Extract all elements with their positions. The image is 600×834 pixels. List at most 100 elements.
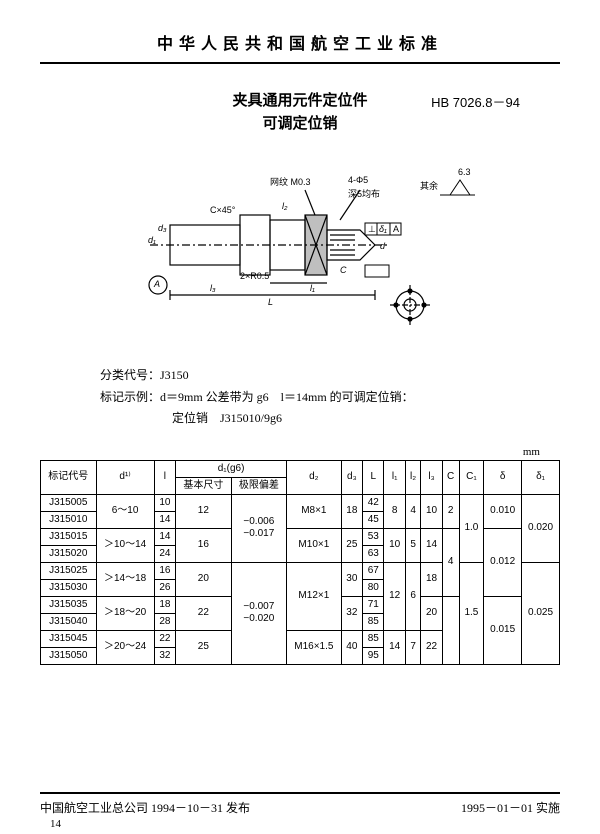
label-perp: ⊥ bbox=[368, 224, 376, 235]
cell: 5 bbox=[405, 528, 420, 562]
cell: J315005 bbox=[41, 494, 97, 511]
label-datum-a: A bbox=[154, 279, 160, 289]
cell: J315010 bbox=[41, 511, 97, 528]
cell: 24 bbox=[154, 545, 175, 562]
cell: 1.0 bbox=[459, 494, 484, 562]
cell: 16 bbox=[154, 562, 175, 579]
th-l3: l₃ bbox=[421, 460, 442, 494]
th-d3: d₃ bbox=[341, 460, 362, 494]
cell: 10 bbox=[421, 494, 442, 528]
cell: M12×1 bbox=[287, 562, 342, 630]
meta-block: 分类代号：J3150 标记示例：d＝9mm 公差带为 g6 l＝14mm 的可调… bbox=[100, 365, 560, 430]
label-d3: d₃ bbox=[158, 223, 167, 233]
th-l1: l₁ bbox=[384, 460, 405, 494]
cell: 7 bbox=[405, 630, 420, 664]
cell: 85 bbox=[363, 630, 384, 647]
cell: 0.012 bbox=[484, 528, 522, 596]
example-line: 标记示例：d＝9mm 公差带为 g6 l＝14mm 的可调定位销： bbox=[100, 387, 560, 409]
cell: 30 bbox=[341, 562, 362, 596]
label-l3: l₃ bbox=[210, 283, 216, 293]
cell: 4 bbox=[405, 494, 420, 528]
cell: 8 bbox=[384, 494, 405, 528]
cell: J315045 bbox=[41, 630, 97, 647]
cell: 18 bbox=[421, 562, 442, 596]
cell: 14 bbox=[154, 528, 175, 545]
label-box-a: A bbox=[393, 224, 399, 234]
cell: 53 bbox=[363, 528, 384, 545]
label-depth: 深5均布 bbox=[348, 187, 380, 200]
cell: 16 bbox=[176, 528, 232, 562]
cell: 10 bbox=[384, 528, 405, 562]
doc-code: HB 7026.8－94 bbox=[431, 92, 520, 111]
label-d: d bbox=[380, 241, 385, 251]
cell: J315035 bbox=[41, 596, 97, 613]
th-mark: 标记代号 bbox=[41, 460, 97, 494]
cell: 4 bbox=[442, 528, 459, 596]
cell: 71 bbox=[363, 596, 384, 613]
cell: 0.010 bbox=[484, 494, 522, 528]
cell: 20 bbox=[176, 562, 232, 596]
cell: J315050 bbox=[41, 647, 97, 664]
th-d2: d₂ bbox=[287, 460, 342, 494]
cell: J315025 bbox=[41, 562, 97, 579]
label-holes: 4-Φ5 bbox=[348, 175, 368, 185]
doc-title: 夹具通用元件定位件 可调定位销 bbox=[232, 90, 367, 135]
cell: 14 bbox=[154, 511, 175, 528]
cell: 25 bbox=[341, 528, 362, 562]
class-code-label: 分类代号： bbox=[100, 368, 160, 382]
cell: 25 bbox=[176, 630, 232, 664]
th-C: C bbox=[442, 460, 459, 494]
label-knurl: 网纹 M0.3 bbox=[270, 175, 311, 188]
th-d1: d₁(g6) bbox=[176, 460, 287, 477]
example-text1: d＝9mm 公差带为 g6 l＝14mm 的可调定位销： bbox=[160, 390, 414, 404]
footer-publisher: 中国航空工业总公司 1994－10－31 发布 bbox=[40, 799, 250, 816]
cell: 1.5 bbox=[459, 562, 484, 664]
label-l1: l₁ bbox=[310, 283, 315, 293]
cell: 45 bbox=[363, 511, 384, 528]
cell: 28 bbox=[154, 613, 175, 630]
cell: M8×1 bbox=[287, 494, 342, 528]
cell: −0.006 −0.017 bbox=[231, 494, 287, 562]
cell: 2 bbox=[442, 494, 459, 528]
th-delta1: δ₁ bbox=[522, 460, 560, 494]
cell: 0.025 bbox=[522, 562, 560, 664]
cell: 6 bbox=[405, 562, 420, 630]
table-header-row: 标记代号 d¹⁾ l d₁(g6) d₂ d₃ L l₁ l₂ l₃ C C₁ … bbox=[41, 460, 560, 477]
doc-title-line2: 可调定位销 bbox=[262, 116, 337, 132]
example-line2: 定位销 J315010/9g6 bbox=[172, 408, 560, 430]
cell: J315020 bbox=[41, 545, 97, 562]
cell: 22 bbox=[176, 596, 232, 630]
cell: 32 bbox=[154, 647, 175, 664]
cell: M16×1.5 bbox=[287, 630, 342, 664]
cell: 18 bbox=[341, 494, 362, 528]
unit-label: mm bbox=[40, 446, 540, 458]
doc-title-line1: 夹具通用元件定位件 bbox=[232, 93, 367, 109]
label-chamfer: C×45° bbox=[210, 205, 235, 215]
page-number: 14 bbox=[50, 818, 61, 830]
cell: 63 bbox=[363, 545, 384, 562]
class-code-value: J3150 bbox=[160, 368, 189, 382]
cell: ＞18～20 bbox=[96, 596, 154, 630]
cell: 40 bbox=[341, 630, 362, 664]
cell: 85 bbox=[363, 613, 384, 630]
label-l2: l₂ bbox=[282, 201, 287, 211]
footer-row: 中国航空工业总公司 1994－10－31 发布 1995－01－01 实施 bbox=[40, 799, 560, 816]
label-C: C bbox=[340, 265, 347, 275]
example-label: 标记示例： bbox=[100, 390, 160, 404]
th-delta: δ bbox=[484, 460, 522, 494]
cell: 32 bbox=[341, 596, 362, 630]
class-code-line: 分类代号：J3150 bbox=[100, 365, 560, 387]
th-d: d¹⁾ bbox=[96, 460, 154, 494]
th-l2: l₂ bbox=[405, 460, 420, 494]
label-ra: 6.3 bbox=[458, 167, 471, 177]
cell: J315040 bbox=[41, 613, 97, 630]
cell: 6～10 bbox=[96, 494, 154, 528]
cell: J315030 bbox=[41, 579, 97, 596]
engineering-drawing: 网纹 M0.3 4-Φ5 深5均布 其余 6.3 C×45° A L l₁ l₂… bbox=[110, 165, 490, 335]
cell: ＞14～18 bbox=[96, 562, 154, 596]
label-delta1: δ₁ bbox=[379, 224, 387, 234]
th-L: L bbox=[363, 460, 384, 494]
table-row: J315025 ＞14～18 16 20 −0.007 −0.020 M12×1… bbox=[41, 562, 560, 579]
footer-rule bbox=[40, 792, 560, 794]
table-body: J315005 6～10 10 12 −0.006 −0.017 M8×1 18… bbox=[41, 494, 560, 664]
